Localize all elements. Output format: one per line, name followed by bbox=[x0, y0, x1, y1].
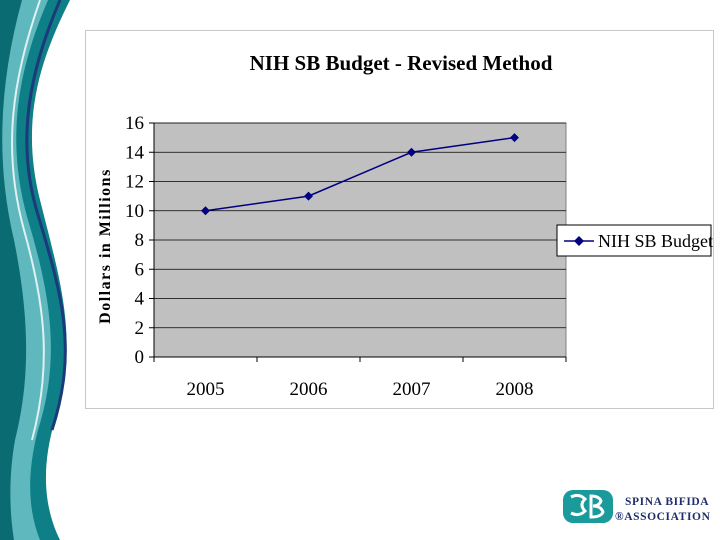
line-chart: NIH SB Budget - Revised Method 0 2 4 6 8 10 12… bbox=[97, 51, 713, 400]
series-nih-sb-budget bbox=[201, 133, 519, 216]
series-line bbox=[205, 136, 515, 212]
legend: NIH SB Budget bbox=[556, 224, 713, 257]
data-point-2008 bbox=[510, 133, 519, 143]
y-axis-label: Dollars in Millions bbox=[97, 168, 114, 324]
sb-logo-mark bbox=[563, 490, 613, 523]
y-tick-label: 2 bbox=[135, 318, 145, 339]
chart-area: NIH SB Budget - Revised Method 0 2 4 6 8 10 12… bbox=[85, 30, 714, 409]
y-tick-label: 10 bbox=[125, 201, 144, 222]
y-tick-label: 4 bbox=[135, 289, 145, 310]
logo-text-line1: SPINA BIFIDA bbox=[625, 496, 710, 508]
chart-title: NIH SB Budget - Revised Method bbox=[250, 51, 553, 75]
legend-marker bbox=[574, 236, 584, 246]
x-tick-label-2008: 2008 bbox=[496, 379, 534, 400]
y-tick-label: 16 bbox=[125, 113, 144, 134]
y-tick-label: 14 bbox=[125, 142, 145, 163]
gridlines bbox=[153, 122, 566, 358]
logo-text-line2: ®ASSOCIATION bbox=[615, 511, 710, 523]
x-tick-label-2007: 2007 bbox=[393, 379, 431, 400]
data-point-2005 bbox=[201, 206, 210, 216]
x-tick-label-2006: 2006 bbox=[290, 379, 328, 400]
y-tick-label: 12 bbox=[125, 172, 144, 193]
data-point-2006 bbox=[304, 191, 313, 201]
logo-text-association: ASSOCIATION bbox=[624, 511, 711, 523]
y-tick-label: 6 bbox=[135, 259, 145, 280]
registered-mark: ® bbox=[615, 511, 625, 523]
data-point-2007 bbox=[407, 147, 416, 157]
y-tick-label: 8 bbox=[135, 230, 145, 251]
x-axis-ticks: 2005 2006 2007 2008 bbox=[153, 357, 567, 400]
legend-label: NIH SB Budget bbox=[598, 231, 713, 251]
x-tick-label-2005: 2005 bbox=[187, 379, 225, 400]
spina-bifida-association-logo: SPINA BIFIDA ®ASSOCIATION bbox=[561, 487, 711, 527]
y-tick-label: 0 bbox=[135, 347, 145, 368]
y-axis-ticks: 0 2 4 6 8 10 12 14 16 bbox=[125, 113, 154, 368]
